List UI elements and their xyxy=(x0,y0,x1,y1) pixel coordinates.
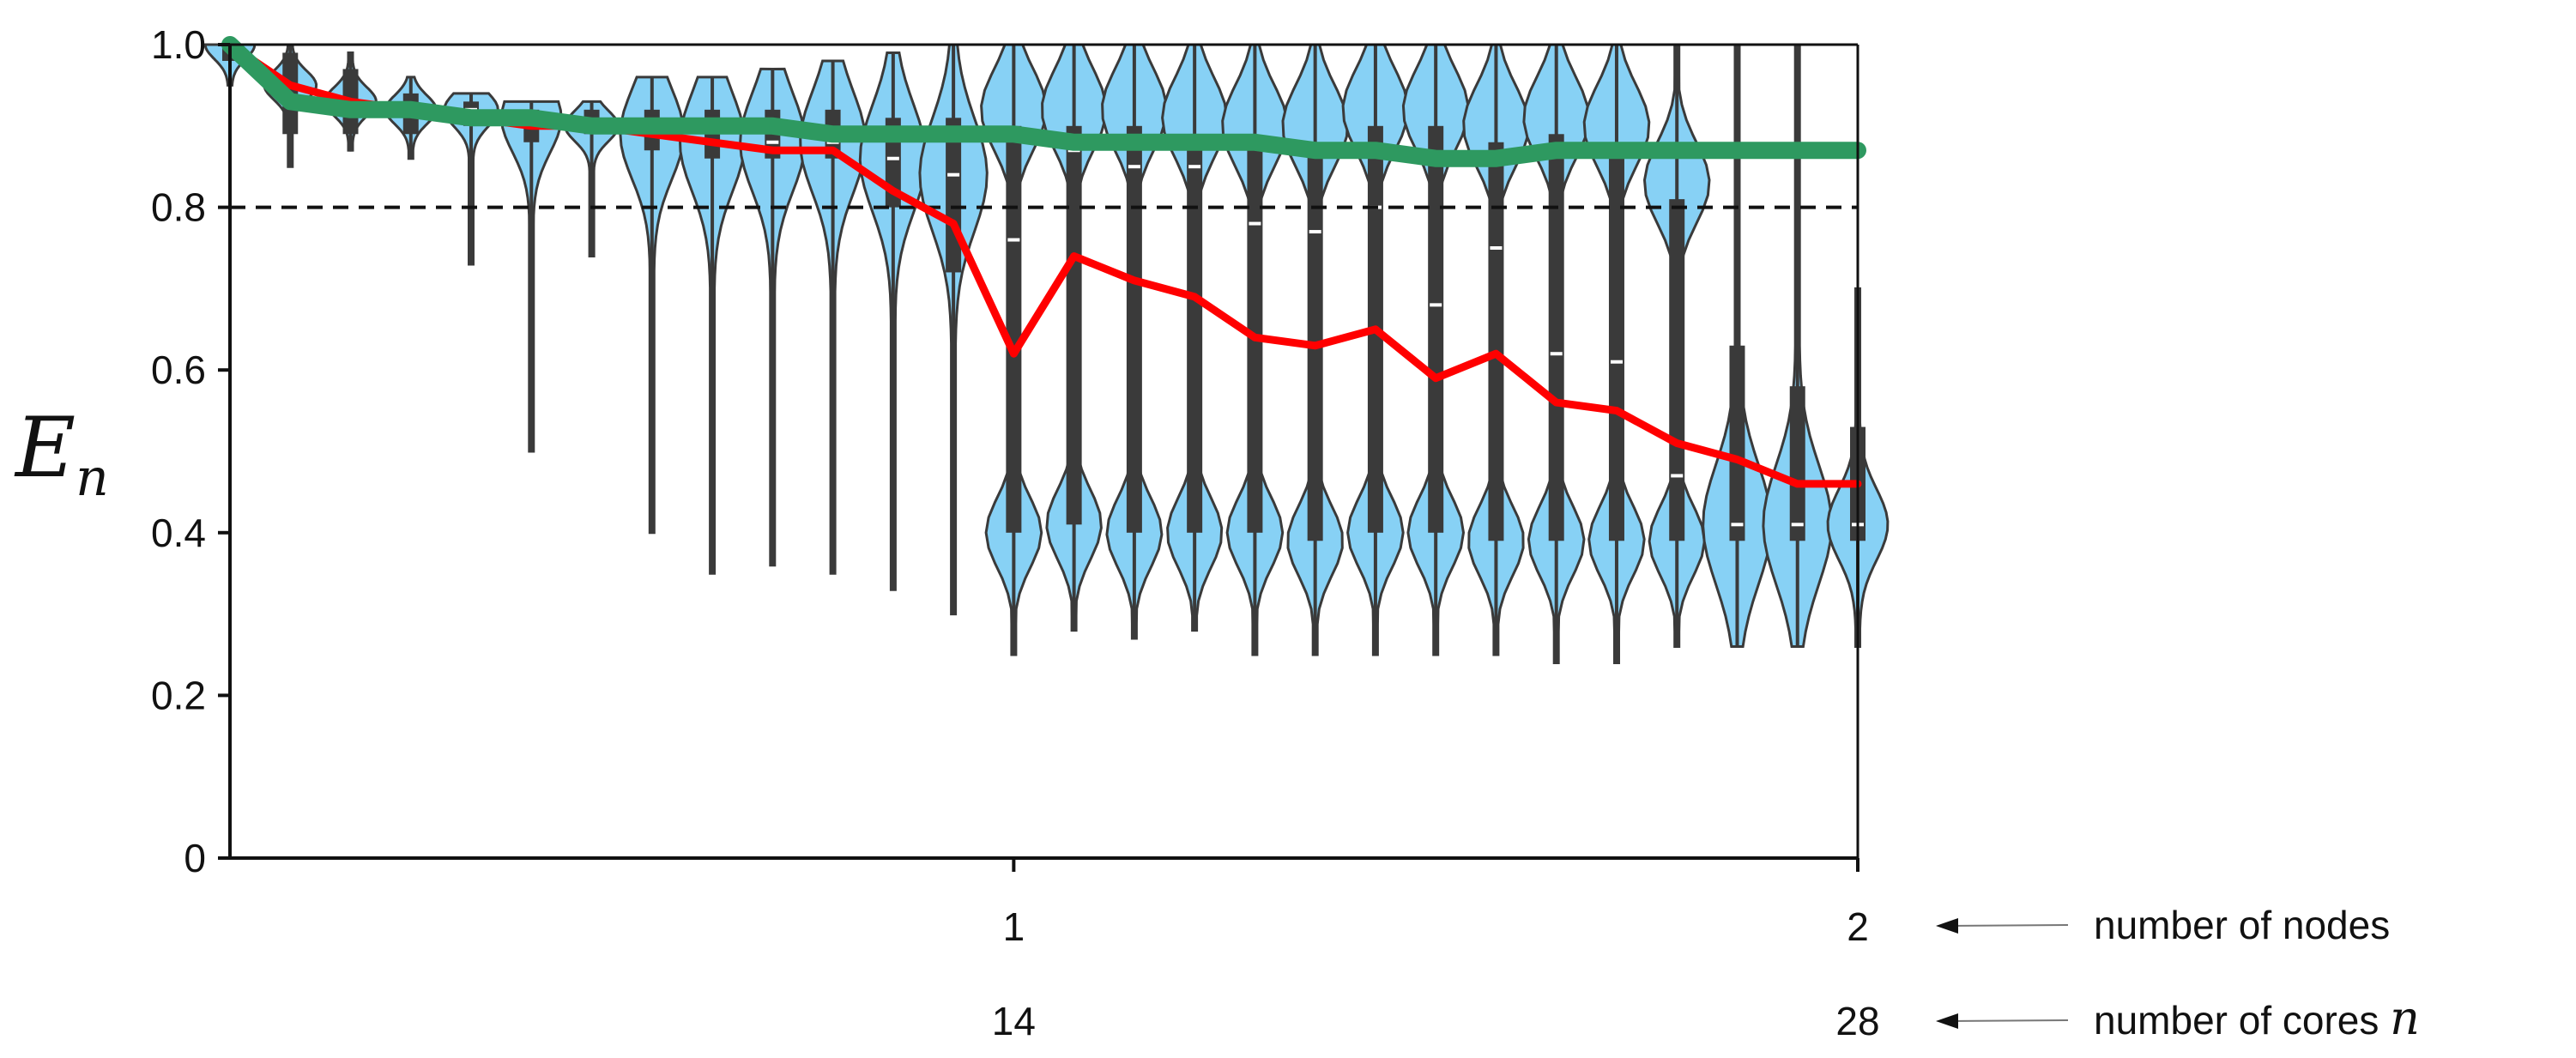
x-cores-label: number of cores n xyxy=(2094,991,2420,1045)
y-tick-label: 0.2 xyxy=(151,673,206,717)
violin-26 xyxy=(1702,43,1773,649)
y-tick-label: 0.6 xyxy=(151,348,206,392)
violin-box xyxy=(1729,345,1745,541)
violin-box xyxy=(1789,386,1805,541)
series-line-2 xyxy=(221,36,1866,167)
violin-17 xyxy=(1161,43,1229,632)
violin-23 xyxy=(1522,43,1591,665)
violin-box xyxy=(1608,142,1624,541)
violin-15 xyxy=(1041,43,1108,632)
violins-layer xyxy=(203,43,1890,665)
series-layer xyxy=(221,36,1866,488)
violin-9 xyxy=(678,76,747,575)
violin-19 xyxy=(1281,43,1349,656)
y-tick-label: 0.8 xyxy=(151,185,206,230)
x-cores-tick-label: 14 xyxy=(992,999,1036,1043)
y-tick-labels: 1.0 0.8 0.6 0.4 0.2 0 xyxy=(151,22,230,880)
cores-arrow-shaft xyxy=(1947,1019,2069,1022)
x-tick-labels: 1 2 14 28 xyxy=(992,858,1880,1043)
y-tick-label: 1.0 xyxy=(151,22,206,67)
y-tick-label: 0 xyxy=(184,836,206,880)
violin-box xyxy=(1006,125,1022,533)
x-nodes-tick-label: 2 xyxy=(1847,904,1869,949)
y-axis-label: En xyxy=(14,400,109,508)
violin-box xyxy=(1126,125,1142,533)
violin-8 xyxy=(619,76,686,535)
violin-11 xyxy=(799,59,868,575)
violin-27 xyxy=(1762,43,1834,649)
x-nodes-label: number of nodes xyxy=(2094,903,2390,947)
y-tick-label: 0.4 xyxy=(151,511,206,555)
cores-annotation: number of cores n xyxy=(1936,991,2420,1045)
violin-24 xyxy=(1582,43,1651,665)
violin-box xyxy=(1488,142,1504,541)
violin-6 xyxy=(499,100,563,453)
violin-box xyxy=(1669,199,1685,541)
violin-box xyxy=(1307,142,1323,541)
violin-21 xyxy=(1401,43,1470,656)
violin-box xyxy=(1548,134,1564,541)
x-cores-tick-label: 28 xyxy=(1835,999,1879,1043)
x-nodes-tick-label: 1 xyxy=(1003,904,1025,949)
violin-25 xyxy=(1642,43,1711,649)
violin-box xyxy=(1187,134,1203,533)
violin-box xyxy=(1066,125,1082,525)
nodes-arrow-shaft xyxy=(1947,924,2069,927)
nodes-annotation: number of nodes xyxy=(1936,903,2390,947)
cores-arrow-icon xyxy=(1936,1013,1958,1029)
violin-22 xyxy=(1462,43,1530,656)
violin-20 xyxy=(1341,43,1410,656)
nodes-arrow-icon xyxy=(1936,918,1958,934)
violin-box xyxy=(1428,125,1444,533)
axes xyxy=(228,43,1859,860)
